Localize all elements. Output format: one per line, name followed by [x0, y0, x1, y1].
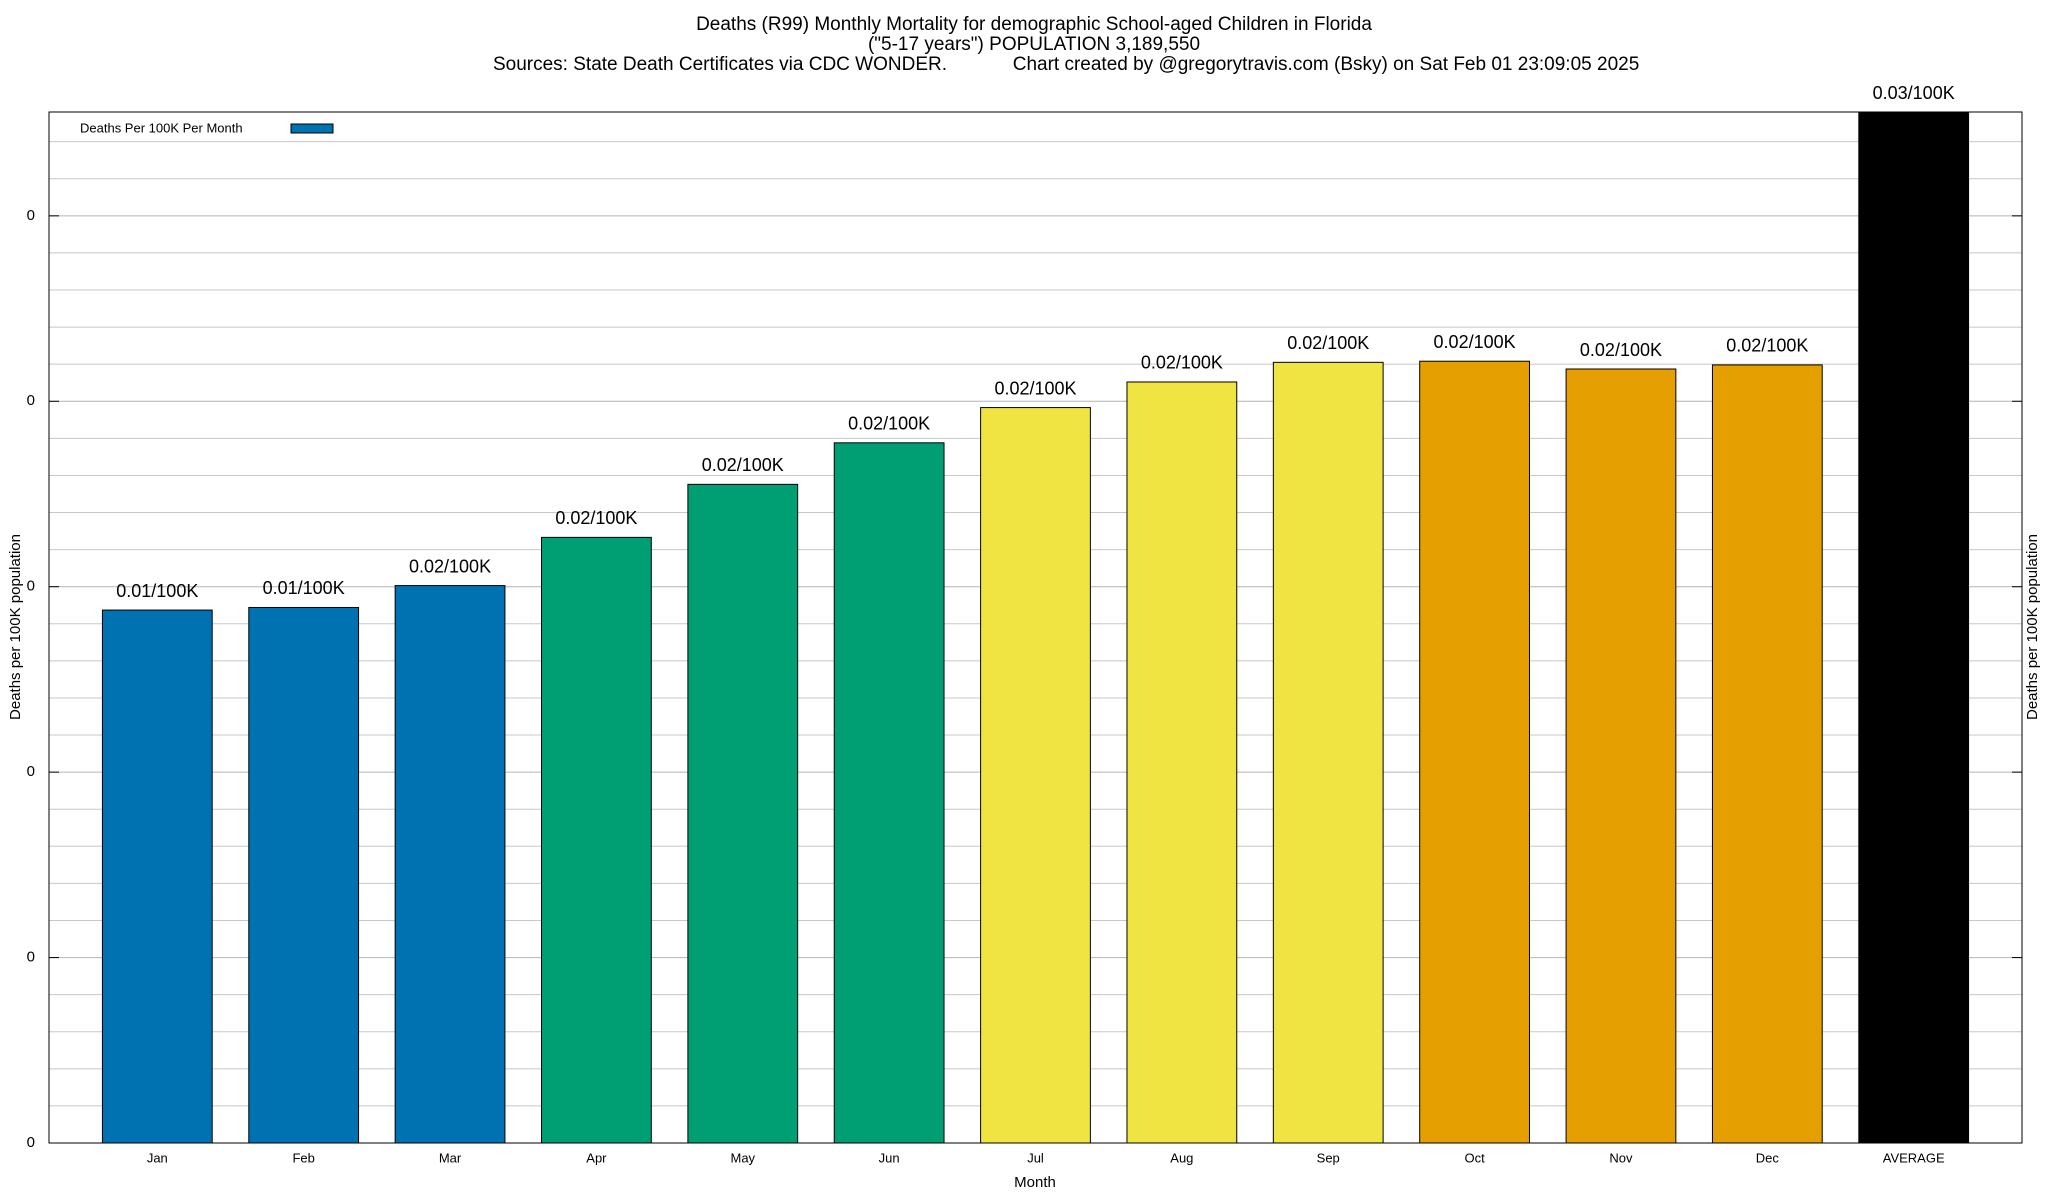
bar — [1126, 381, 1238, 1144]
legend-swatch — [290, 123, 334, 134]
x-tick-label: Jul — [1027, 1150, 1044, 1165]
x-axis-title: Month — [1014, 1174, 1056, 1191]
x-tick-label: Mar — [439, 1150, 462, 1165]
value-label: 0.01/100K — [116, 581, 198, 601]
chart-subtitle: ("5-17 years") POPULATION 3,189,550 — [868, 34, 1200, 55]
bar — [833, 442, 945, 1144]
x-tick-label: Apr — [586, 1150, 607, 1165]
value-label: 0.02/100K — [1580, 340, 1662, 360]
y-axis-title: Deaths per 100K population — [7, 534, 24, 720]
bar — [980, 407, 1091, 1144]
y-tick-label: 0 — [27, 1134, 35, 1151]
x-tick-label: Jan — [147, 1150, 168, 1165]
legend-label: Deaths Per 100K Per Month — [80, 120, 243, 135]
credit: Chart created by @gregorytravis.com (Bsk… — [1013, 54, 1640, 75]
value-label: 0.02/100K — [555, 508, 637, 528]
x-tick-label: Sep — [1317, 1150, 1340, 1165]
y2-axis-title: Deaths per 100K population — [2024, 534, 2041, 720]
x-tick-label: Jun — [879, 1150, 900, 1165]
x-tick-label: Oct — [1464, 1150, 1485, 1165]
bar — [1565, 368, 1677, 1144]
x-tick-label: Nov — [1609, 1150, 1633, 1165]
value-label: 0.01/100K — [263, 578, 345, 598]
value-label: 0.02/100K — [1434, 332, 1516, 352]
chart-title: Deaths (R99) Monthly Mortality for demog… — [696, 14, 1372, 35]
y-tick-label: 0 — [27, 763, 35, 780]
y-tick-label: 0 — [27, 949, 35, 966]
bar — [1711, 364, 1823, 1144]
bar — [1419, 360, 1530, 1144]
x-tick-label: May — [730, 1150, 755, 1165]
y-tick-label: 0 — [27, 578, 35, 595]
bar — [248, 606, 360, 1144]
value-label: 0.02/100K — [702, 455, 784, 475]
bar — [687, 483, 799, 1144]
y-tick-label: 0 — [27, 392, 35, 409]
bar — [1272, 361, 1384, 1144]
value-label: 0.02/100K — [994, 378, 1076, 398]
x-tick-label: Feb — [292, 1150, 314, 1165]
y-tick-label: 0 — [27, 207, 35, 224]
bar — [101, 609, 213, 1144]
value-label: 0.02/100K — [409, 556, 491, 576]
bar — [1858, 111, 1970, 1144]
plot-frame — [48, 111, 2023, 1144]
x-tick-label: Aug — [1170, 1150, 1193, 1165]
x-tick-label: AVERAGE — [1883, 1150, 1945, 1165]
sources: Sources: State Death Certificates via CD… — [493, 54, 947, 75]
value-label: 0.02/100K — [1141, 353, 1223, 373]
value-label: 0.02/100K — [1726, 336, 1808, 356]
bar — [394, 585, 506, 1144]
value-label: 0.03/100K — [1873, 83, 1955, 103]
value-label: 0.02/100K — [848, 414, 930, 434]
value-label: 0.02/100K — [1287, 333, 1369, 353]
x-tick-label: Dec — [1756, 1150, 1780, 1165]
bar — [541, 536, 652, 1144]
